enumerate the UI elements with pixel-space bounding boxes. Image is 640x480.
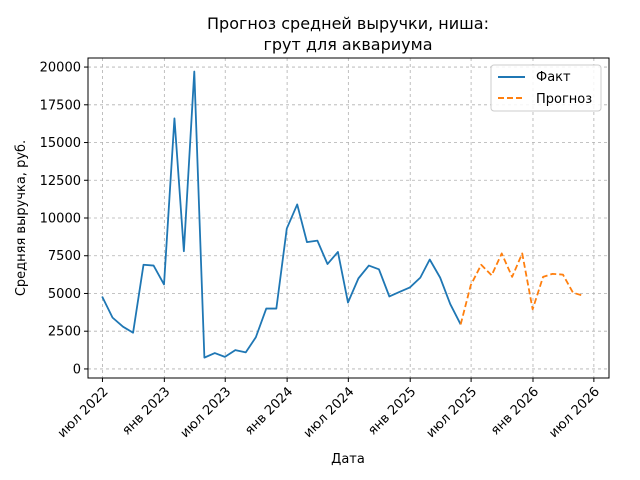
chart-title-line1: Прогноз средней выручки, ниша: xyxy=(207,14,489,33)
y-tick-label: 17500 xyxy=(40,98,81,113)
y-tick-label: 0 xyxy=(73,362,81,377)
legend: Факт Прогноз xyxy=(490,64,602,112)
y-tick-label: 7500 xyxy=(48,249,81,264)
y-tick-label: 10000 xyxy=(40,212,81,227)
plot-frame xyxy=(87,57,610,379)
y-tick-label: 2500 xyxy=(48,325,81,340)
series-line-fact xyxy=(101,70,462,359)
legend-label-fact: Факт xyxy=(536,70,571,85)
legend-label-forecast: Прогноз xyxy=(536,92,592,107)
grid xyxy=(88,58,609,378)
series-line-forecast xyxy=(459,252,584,325)
x-axis-label: Дата xyxy=(331,452,365,467)
series xyxy=(101,70,584,359)
y-axis-label: Средняя выручка, руб. xyxy=(14,140,29,296)
y-tick-label: 5000 xyxy=(48,287,81,302)
y-tick-label: 20000 xyxy=(40,61,81,76)
chart-title-line2: грут для аквариума xyxy=(263,35,432,54)
y-tick-label: 12500 xyxy=(40,174,81,189)
y-tick-label: 15000 xyxy=(40,136,81,151)
